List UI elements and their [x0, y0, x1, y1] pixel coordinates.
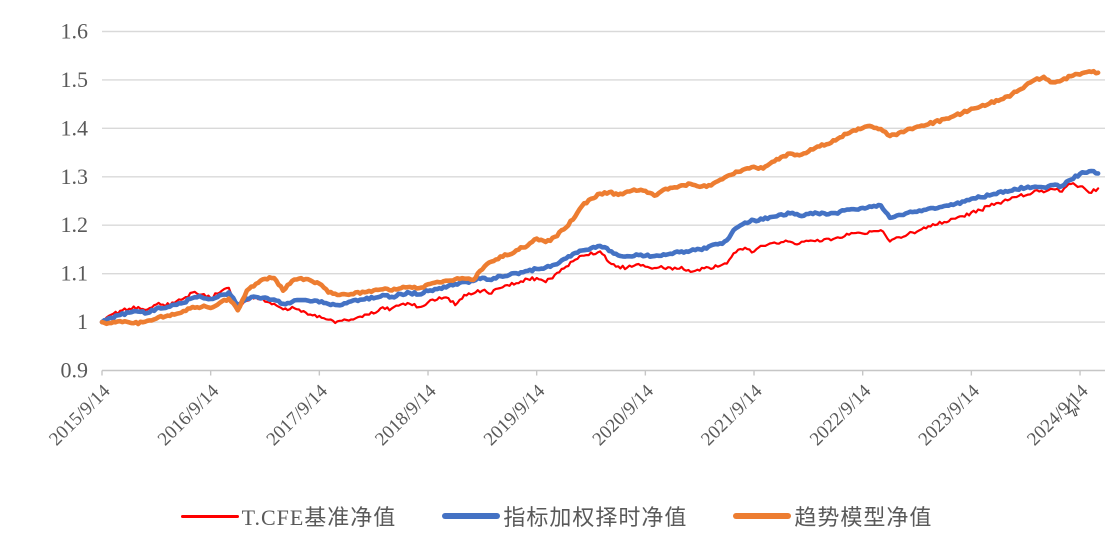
x-axis-tick-label: 2018/9/14 — [371, 380, 441, 450]
y-axis-tick-label: 0.9 — [61, 358, 89, 383]
legend-label: 指标加权择时净值 — [503, 505, 688, 530]
x-axis-tick-label: 2023/9/14 — [915, 380, 985, 450]
legend-swatch-blue-line — [442, 513, 501, 519]
legend-swatch-orange-line — [733, 513, 792, 519]
x-axis-tick-label: 2017/9/14 — [263, 380, 333, 450]
x-axis-tick-label: 2019/9/14 — [480, 380, 550, 450]
series-line-0 — [100, 182, 1100, 325]
x-axis-tick-label: 2021/9/14 — [697, 380, 767, 450]
y-axis-tick-label: 1 — [77, 309, 88, 334]
legend-swatch-red-line — [180, 514, 239, 518]
x-axis-tick-label: 2016/9/14 — [154, 380, 224, 450]
x-axis-tick-label: 2024/9/14 — [1023, 380, 1093, 450]
y-axis-tick-label: 1.2 — [61, 212, 89, 237]
legend-label: T.CFE基准净值 — [241, 505, 397, 530]
legend-label: 趋势模型净值 — [794, 505, 933, 530]
y-axis-tick-label: 1.5 — [61, 67, 89, 92]
y-axis-tick-label: 1.6 — [61, 19, 89, 44]
legend-item-benchmark: T.CFE基准净值 — [180, 500, 397, 532]
y-axis-tick-label: 1.3 — [61, 164, 89, 189]
legend-item-trend-model: 趋势模型净值 — [733, 500, 932, 532]
x-axis-tick-label: 2022/9/14 — [806, 380, 876, 450]
series-line-1 — [99, 168, 1101, 325]
y-axis-tick-label: 1.1 — [61, 261, 89, 286]
y-axis-tick-label: 1.4 — [61, 115, 89, 140]
x-axis-tick-label: 2015/9/14 — [45, 380, 115, 450]
mouse-cursor-icon — [1068, 398, 1081, 417]
series-line-2 — [99, 68, 1101, 327]
legend-item-indicator-weighted: 指标加权择时净值 — [442, 500, 687, 532]
chart-legend: T.CFE基准净值 指标加权择时净值 趋势模型净值 — [0, 496, 1113, 536]
x-axis-tick-label: 2020/9/14 — [589, 380, 659, 450]
